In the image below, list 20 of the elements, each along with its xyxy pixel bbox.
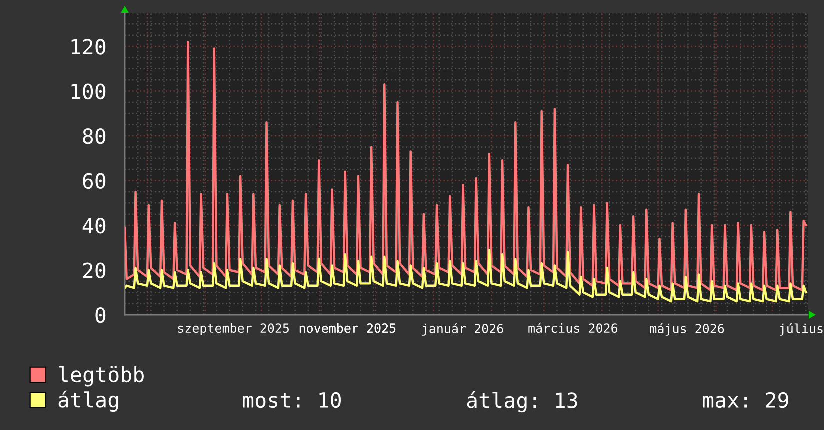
y-tick-label: 80 — [83, 128, 106, 144]
text: max: 29 — [703, 392, 788, 408]
x-tick-label: július — [780, 323, 823, 336]
x-tick-label: március 2026 — [528, 322, 618, 334]
x-tick-label: szeptember 2025 — [178, 323, 289, 336]
x-tick-label: május 2026 — [650, 323, 724, 336]
legend-label: átlag — [58, 390, 118, 412]
text: most: 10 — [243, 392, 341, 408]
x-tick-label: november 2025 — [300, 323, 396, 334]
y-tick-label: 100 — [72, 84, 106, 100]
y-tick-label: 20 — [83, 262, 106, 279]
y-tick-label: 0 — [96, 308, 106, 324]
line-series — [125, 249, 808, 303]
line-series — [125, 40, 808, 292]
y-tick-label: 40 — [82, 218, 106, 234]
y-tick-label: 60 — [83, 173, 106, 190]
x-tick-label: január 2026 — [422, 323, 504, 336]
text: átlag: 13 — [467, 391, 578, 413]
y-tick-label: 120 — [72, 39, 106, 55]
legend-label: legtöbb — [59, 366, 144, 387]
